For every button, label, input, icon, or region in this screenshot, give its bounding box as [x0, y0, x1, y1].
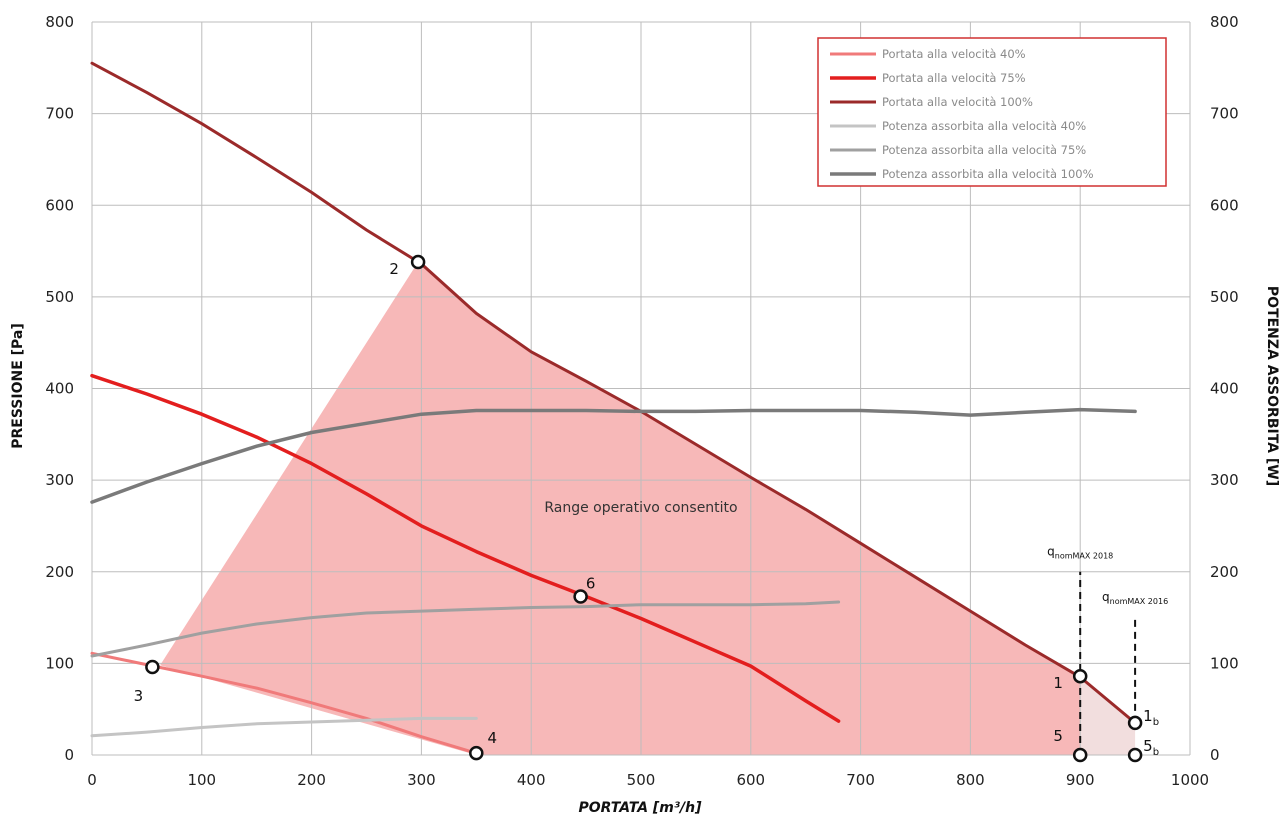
- y2-tick-label-6: 600: [1210, 196, 1239, 214]
- y2-tick-label-7: 700: [1210, 105, 1239, 123]
- x-tick-label-8: 800: [956, 771, 985, 789]
- point-label-0: 1: [1053, 674, 1063, 692]
- series-line-1: [90, 373, 841, 723]
- y2-tick-label-1: 100: [1210, 654, 1239, 672]
- point-marker-1: [410, 254, 426, 270]
- series-line-4: [90, 600, 841, 658]
- x-tick-label-1: 100: [187, 771, 216, 789]
- point-marker-3: [469, 745, 484, 761]
- legend-entry-4: Potenza assorbita alla velocità 75%: [882, 143, 1086, 157]
- point-label-1: 2: [389, 260, 399, 278]
- y2-tick-label-4: 400: [1210, 380, 1239, 398]
- extension-region: [1080, 676, 1136, 755]
- series-line-2: [90, 61, 1137, 725]
- y2-tick-label-8: 800: [1210, 13, 1239, 31]
- reference-label-0: qnomMAX 2018: [1047, 544, 1113, 560]
- y-tick-label-6: 600: [45, 196, 74, 214]
- y-tick-label-5: 500: [45, 288, 74, 306]
- point-label-2: 3: [134, 687, 144, 705]
- point-marker-0: [1072, 668, 1088, 684]
- y-tick-label-0: 0: [64, 746, 74, 764]
- x-tick-label-4: 400: [517, 771, 546, 789]
- y-tick-label-8: 800: [45, 13, 74, 31]
- x-tick-label-9: 900: [1066, 771, 1095, 789]
- y2-tick-label-5: 500: [1210, 288, 1239, 306]
- point-marker-7: [1127, 747, 1143, 763]
- y-tick-label-7: 700: [45, 105, 74, 123]
- reference-label-1: qnomMAX 2016: [1102, 590, 1168, 606]
- x-tick-label-0: 0: [87, 771, 97, 789]
- operating-region: [160, 262, 1081, 755]
- y2-axis-title: POTENZA ASSORBITA [W]: [1264, 286, 1280, 486]
- legend-entry-3: Potenza assorbita alla velocità 40%: [882, 119, 1086, 133]
- x-tick-label-6: 600: [736, 771, 765, 789]
- x-tick-label-7: 700: [846, 771, 875, 789]
- legend-entry-2: Portata alla velocità 100%: [882, 95, 1033, 109]
- legend-entry-1: Portata alla velocità 75%: [882, 71, 1026, 85]
- y2-tick-label-0: 0: [1210, 746, 1220, 764]
- y-tick-label-1: 100: [45, 654, 74, 672]
- legend: Portata alla velocità 40% Portata alla v…: [817, 37, 1167, 187]
- x-tick-label-5: 500: [627, 771, 656, 789]
- y2-tick-label-2: 200: [1210, 563, 1239, 581]
- point-label-7: 5b: [1143, 737, 1159, 758]
- y-axis-title: PRESSIONE [Pa]: [10, 323, 26, 449]
- region-label: Range operativo consentito: [544, 500, 737, 516]
- series-line-5: [90, 407, 1137, 504]
- legend-box: [817, 37, 1167, 187]
- point-label-6: 1b: [1143, 707, 1159, 728]
- x-tick-label-10: 1000: [1171, 771, 1209, 789]
- series-line-0: [90, 651, 478, 755]
- y-tick-label-4: 400: [45, 380, 74, 398]
- x-tick-label-2: 200: [297, 771, 326, 789]
- point-label-3: 4: [488, 729, 498, 747]
- y-tick-label-2: 200: [45, 563, 74, 581]
- legend-entry-5: Potenza assorbita alla velocità 100%: [882, 167, 1094, 181]
- y-tick-label-3: 300: [45, 471, 74, 489]
- point-label-5: 6: [586, 574, 596, 592]
- point-marker-2: [145, 659, 160, 675]
- series-line-3: [90, 716, 478, 738]
- x-tick-label-3: 300: [407, 771, 436, 789]
- x-axis-title: PORTATA [m³/h]: [578, 800, 702, 816]
- point-label-4: 5: [1053, 727, 1063, 745]
- point-marker-5: [573, 589, 588, 604]
- point-marker-4: [1072, 747, 1088, 763]
- legend-entry-0: Portata alla velocità 40%: [882, 47, 1026, 61]
- point-marker-6: [1127, 715, 1143, 731]
- y2-tick-label-3: 300: [1210, 471, 1239, 489]
